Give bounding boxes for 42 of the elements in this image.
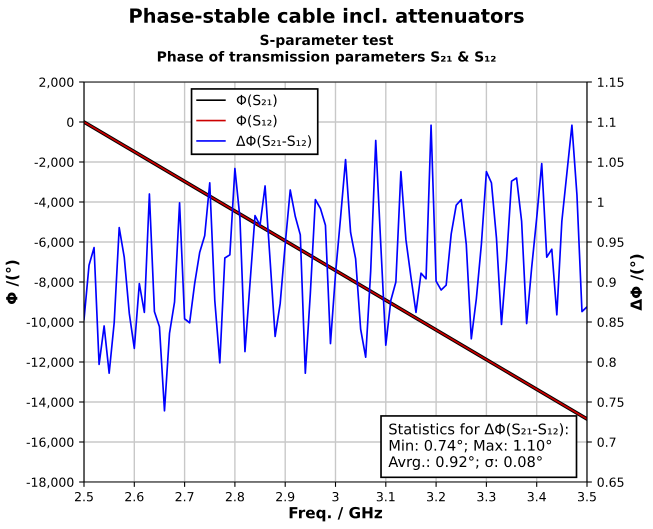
x-tick-label: 2.6 xyxy=(125,492,144,502)
y-tick-label: -14,000 xyxy=(26,397,74,408)
legend-label: ΔΦ(S₂₁-S₁₂) xyxy=(236,135,311,148)
y2-tick-label: 0.85 xyxy=(598,317,624,327)
y2-tick-label: 0.75 xyxy=(598,397,624,407)
y2-tick-label: 1.15 xyxy=(598,78,624,87)
x-tick-label: 3.2 xyxy=(427,492,445,502)
y2-tick-label: 1.1 xyxy=(598,118,616,127)
x-tick-label: 2.7 xyxy=(176,492,194,502)
legend-label: Φ(S₁₂) xyxy=(236,114,277,128)
legend-label: Φ(S₂₁) xyxy=(236,94,277,107)
y-axis-title: Φ /(°) xyxy=(6,260,20,304)
y2-tick-label: 0.9 xyxy=(598,277,616,287)
y-tick-label: -2,000 xyxy=(34,157,74,168)
y2-tick-label: 1.05 xyxy=(598,157,624,167)
y-tick-label: 2,000 xyxy=(39,77,74,88)
x-tick-label: 3.5 xyxy=(578,492,596,502)
y2-tick-label: 0.7 xyxy=(598,437,616,447)
y-tick-label: -8,000 xyxy=(34,277,74,288)
chart-title: Phase-stable cable incl. attenuators xyxy=(130,8,524,23)
x-tick-label: 3.3 xyxy=(477,492,496,502)
y-tick-label: -12,000 xyxy=(26,357,74,368)
y2-tick-label: 1 xyxy=(598,198,604,207)
y-tick-label: -4,000 xyxy=(34,197,74,208)
y2-tick-label: 0.95 xyxy=(598,237,624,247)
y-tick-label: -18,000 xyxy=(26,477,74,488)
y-tick-label: -16,000 xyxy=(26,437,74,448)
y-tick-label: 0 xyxy=(67,117,74,127)
x-tick-label: 3.4 xyxy=(528,492,546,502)
y2-tick-label: 0.65 xyxy=(598,477,624,487)
annotation: Statistics for ΔΦ(S₂₁-S₁₂): Min: 0.74°; Max: 1.10° Avrg.: 0.92°; σ: 0.08° xyxy=(388,423,568,470)
x-tick-label: 2.9 xyxy=(276,492,294,502)
x-tick-label: 3 xyxy=(332,492,338,502)
x-tick-label: 3.1 xyxy=(376,492,395,502)
chart-subtitle: S-parameter test Phase of transmission parameters S₂₁ & S₁₂ xyxy=(158,34,496,64)
y2-tick-label: 0.8 xyxy=(598,357,616,367)
y-tick-label: -10,000 xyxy=(26,317,74,328)
y-tick-label: -6,000 xyxy=(34,237,74,248)
x-tick-label: 2.5 xyxy=(74,492,93,502)
x-tick-label: 2.8 xyxy=(226,492,244,502)
x-axis-title: Freq. / GHz xyxy=(290,506,382,522)
y2-axis-title: ΔΦ /(°) xyxy=(630,254,644,311)
